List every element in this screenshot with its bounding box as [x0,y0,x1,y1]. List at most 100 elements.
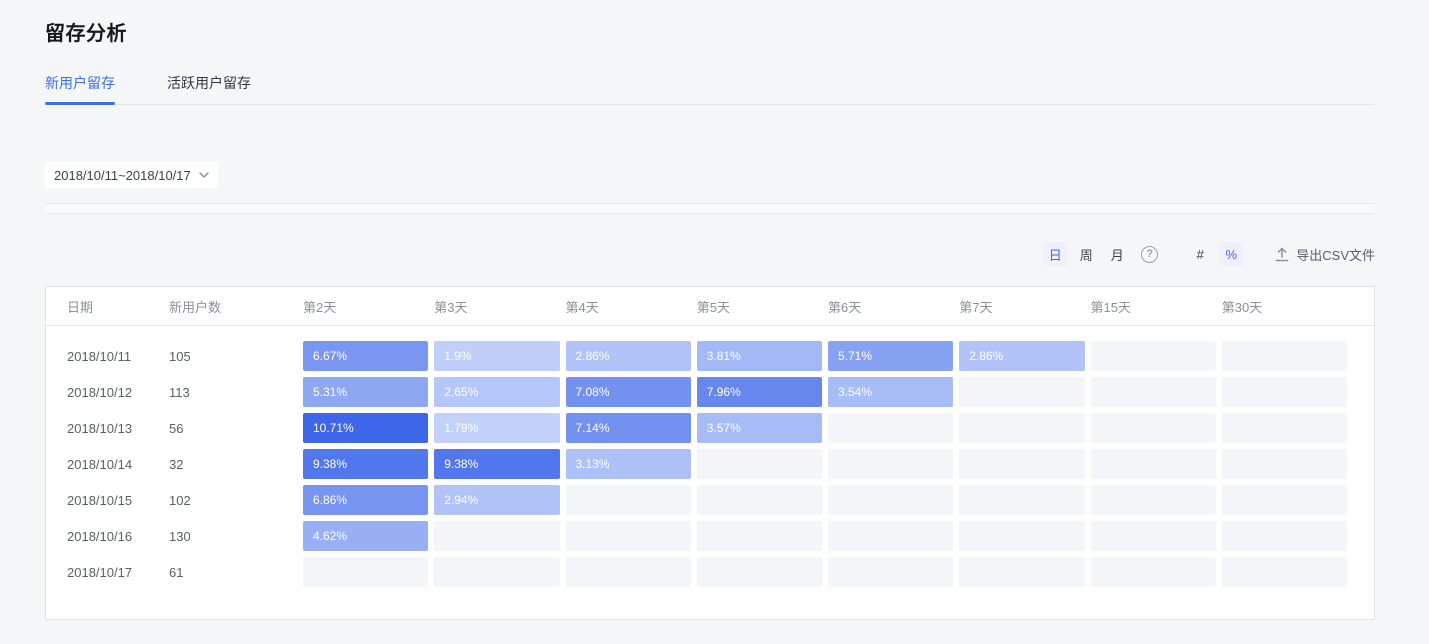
retention-cell-empty [565,485,691,515]
column-header: 新用户数 [169,299,222,315]
retention-cell-empty [303,557,429,587]
retention-cell[interactable]: 1.79% [434,413,560,443]
granularity-month-button[interactable]: 月 [1110,247,1124,263]
tab-new-user-retention[interactable]: 新用户留存 [45,73,115,105]
tab-active-user-retention[interactable]: 活跃用户留存 [167,75,251,91]
retention-cell[interactable]: 4.62% [303,521,429,551]
export-label: 导出CSV文件 [1296,247,1375,263]
table-row: 2018/10/14 32 9.38% 9.38% 3.13% [67,446,1353,482]
column-header: 第4天 [565,299,599,315]
retention-cell-empty [828,521,954,551]
retention-cell[interactable]: 2.86% [565,341,691,371]
retention-cell-empty [696,449,822,479]
retention-cell-empty [959,449,1085,479]
column-header: 第5天 [696,299,730,315]
retention-cell-empty [1090,413,1216,443]
retention-cell[interactable]: 3.54% [828,377,954,407]
retention-cell-empty [959,485,1085,515]
column-header: 第15天 [1090,299,1131,315]
retention-cell-empty [1090,485,1216,515]
table-row: 2018/10/17 61 [67,554,1353,590]
section-divider [45,203,1375,214]
page: 留存分析 新用户留存 活跃用户留存 2018/10/11~2018/10/17 … [45,23,1375,620]
retention-cell-empty [1090,377,1216,407]
retention-cell-empty [828,485,954,515]
row-new-users: 102 [169,492,191,508]
table-row: 2018/10/12 113 5.31% 2.65% 7.08% 7.96% 3.54% [67,374,1353,410]
table-row: 2018/10/11 105 6.67% 1.9% 2.86% 3.81% 5.71% 2.8… [67,338,1353,374]
retention-table: 日期 新用户数 第2天 第3天 第4天 第5天 第6天 第7天 第15天 第30天 2018/10… [45,286,1375,620]
row-date: 2018/10/17 [67,564,133,580]
retention-cell-empty [1221,557,1347,587]
retention-cell-empty [434,557,560,587]
column-header: 第7天 [959,299,993,315]
column-header: 第6天 [828,299,862,315]
retention-cell[interactable]: 5.31% [303,377,429,407]
retention-cell-empty [1221,341,1347,371]
retention-cell-empty [959,557,1085,587]
row-date: 2018/10/12 [67,384,133,400]
retention-cell[interactable]: 7.14% [565,413,691,443]
retention-cell[interactable]: 2.65% [434,377,560,407]
retention-cell[interactable]: 6.67% [303,341,429,371]
retention-cell-empty [565,557,691,587]
table-header-row: 日期 新用户数 第2天 第3天 第4天 第5天 第6天 第7天 第15天 第30天 [46,287,1374,326]
retention-cell-empty [1221,377,1347,407]
retention-cell-empty [696,521,822,551]
retention-cell[interactable]: 3.13% [565,449,691,479]
retention-cell[interactable]: 9.38% [303,449,429,479]
table-row: 2018/10/13 56 10.71% 1.79% 7.14% 3.57% [67,410,1353,446]
row-date: 2018/10/16 [67,528,133,544]
column-header: 日期 [67,299,94,315]
granularity-day-button[interactable]: 日 [1043,242,1068,266]
column-header: 第30天 [1221,299,1263,315]
retention-cell[interactable]: 3.57% [696,413,822,443]
retention-cell[interactable]: 10.71% [303,413,429,443]
row-new-users: 113 [169,384,190,400]
retention-cell[interactable]: 5.71% [828,341,954,371]
export-csv-button[interactable]: 导出CSV文件 [1275,245,1375,264]
help-icon[interactable]: ? [1141,245,1159,263]
retention-cell-empty [1090,521,1216,551]
retention-cell-empty [1221,485,1347,515]
row-new-users: 32 [169,456,184,472]
tab-bar: 新用户留存 活跃用户留存 [45,73,1375,105]
retention-cell[interactable]: 1.9% [434,341,560,371]
date-range-select[interactable]: 2018/10/11~2018/10/17 [45,162,218,188]
retention-cell-empty [1221,413,1347,443]
retention-cell-empty [959,377,1085,407]
retention-cell[interactable]: 7.08% [565,377,691,407]
granularity-toggle: 日 周 月 [1043,242,1129,266]
retention-cell-empty [1221,449,1347,479]
table-row: 2018/10/16 130 4.62% [67,518,1353,554]
row-new-users: 130 [169,528,191,544]
retention-cell-empty [1090,557,1216,587]
toolbar: 日 周 月 ? # % 导出CSV文件 [45,241,1375,267]
format-percent-button[interactable]: % [1219,242,1244,266]
table-row: 2018/10/15 102 6.86% 2.94% [67,482,1353,518]
format-count-button[interactable]: # [1196,246,1204,262]
row-new-users: 105 [169,348,191,364]
row-new-users: 61 [169,564,184,580]
row-date: 2018/10/14 [67,456,133,472]
retention-cell-empty [828,557,954,587]
retention-cell-empty [1221,521,1347,551]
retention-cell[interactable]: 9.38% [434,449,560,479]
row-date: 2018/10/11 [67,348,132,364]
column-header: 第2天 [303,299,337,315]
retention-cell[interactable]: 3.81% [696,341,822,371]
retention-cell[interactable]: 7.96% [696,377,822,407]
retention-cell-empty [565,521,691,551]
granularity-week-button[interactable]: 周 [1079,247,1093,263]
retention-cell[interactable]: 2.94% [434,485,560,515]
column-header: 第3天 [434,299,468,315]
row-new-users: 56 [169,420,184,436]
retention-cell-empty [959,521,1085,551]
table-body: 2018/10/11 105 6.67% 1.9% 2.86% 3.81% 5.71% 2.8… [46,326,1374,590]
chevron-down-icon [199,172,209,178]
retention-cell-empty [959,413,1085,443]
retention-cell[interactable]: 2.86% [959,341,1085,371]
retention-cell-empty [828,449,954,479]
retention-cell[interactable]: 6.86% [303,485,429,515]
export-icon [1276,247,1289,261]
